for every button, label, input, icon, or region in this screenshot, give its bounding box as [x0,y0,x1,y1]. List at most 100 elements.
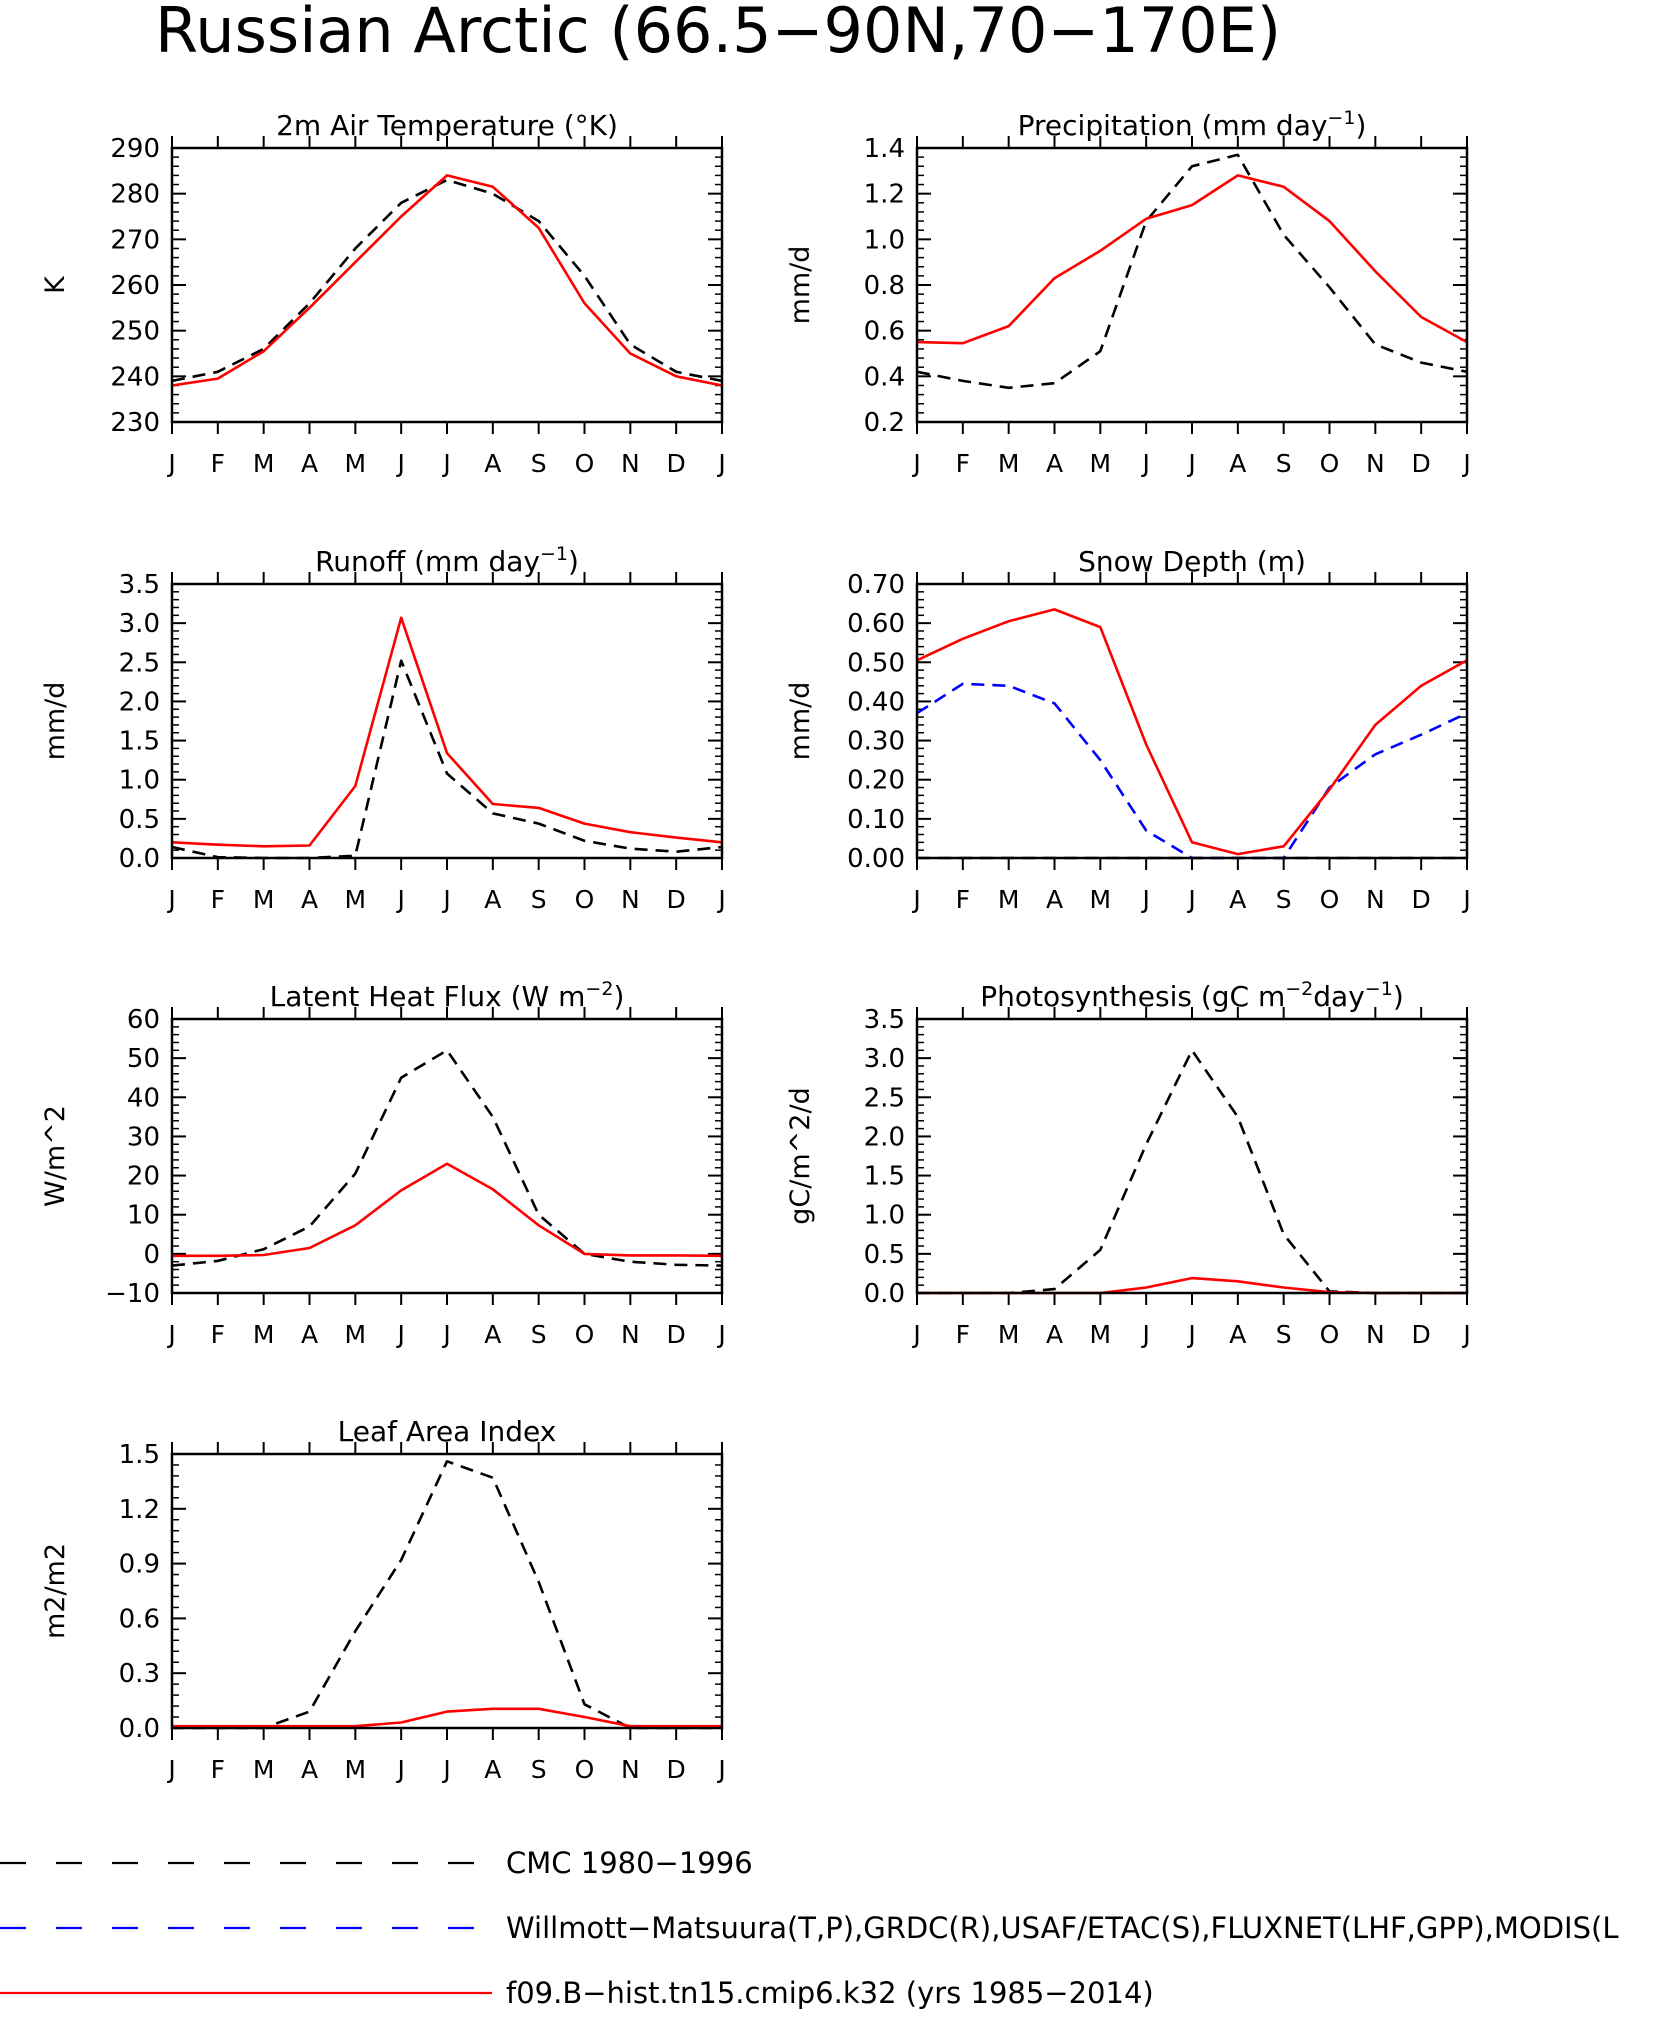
legend-label-3: f09.B−hist.tn15.cmip6.k32 (yrs 1985−2014… [506,1976,1154,2010]
y-tick-label: 3.5 [864,1005,905,1035]
y-tick-label: 1.0 [119,766,160,796]
x-tick-label: J [716,449,725,478]
x-tick-label: J [911,1320,920,1349]
title-superscript: −1 [1327,107,1355,129]
panel-6: Photosynthesis (gC m−2day−1) gC/m^2/d 0.0 0… [785,978,1471,1349]
plot-frame [170,146,724,424]
y-tick-label: 40 [127,1083,160,1113]
x-tick-label: D [667,1755,686,1784]
x-tick-label: D [1412,449,1431,478]
x-tick-label: M [1090,885,1112,914]
x-tick-label: S [531,449,547,478]
x-tick-label: N [1366,885,1385,914]
y-tick-label: 10 [127,1201,160,1231]
x-tick-label: N [1366,1320,1385,1349]
x-tick-label: D [667,885,686,914]
y-tick-label: 270 [110,225,160,255]
series-line-1 [171,659,723,860]
x-tick-label: S [531,885,547,914]
y-tick-label: 0.10 [847,805,905,835]
x-tick-label: A [1229,885,1246,914]
panel-3: Runoff (mm day−1) mm/d 0.0 0.5 1.0 1.5 2.0 2.5 3… [40,543,726,914]
x-tick-label: J [441,449,450,478]
x-tick-label: D [667,449,686,478]
y-tick-label: 0.8 [864,271,905,301]
series-line-1 [172,1460,722,1730]
title-superscript: −2 [1285,978,1313,1000]
x-tick-label: J [1186,885,1195,914]
x-tick-label: S [1276,1320,1292,1349]
y-tick-label: 3.0 [119,609,160,639]
y-tick-label: 0.6 [119,1604,160,1634]
legend-label-2: Willmott−Matsuura(T,P),GRDC(R),USAF/ETAC… [506,1911,1619,1945]
x-tick-label: N [1366,449,1385,478]
x-tick-label: J [716,1320,725,1349]
x-tick-label: N [621,885,640,914]
x-tick-label: M [253,449,275,478]
x-tick-label: M [998,885,1020,914]
x-tick-label: M [345,1755,367,1784]
y-tick-label: 0.40 [847,687,905,717]
title-text: ) [613,980,624,1013]
x-tick-label: J [395,885,404,914]
y-tick-label: 20 [127,1162,160,1192]
y-tick-label: 0.60 [847,609,905,639]
x-tick-label: A [484,1755,501,1784]
x-tick-label: J [1186,449,1195,478]
y-tick-label: 0.0 [864,1279,905,1309]
y-tick-label: 1.5 [864,1162,905,1192]
y-tick-label: 50 [127,1044,160,1074]
x-tick-label: S [1276,885,1292,914]
series-line-2 [171,616,723,848]
x-tick-label: J [441,885,450,914]
x-tick-label: J [166,1320,175,1349]
y-axis-label: mm/d [785,682,816,761]
x-tick-label: J [166,1755,175,1784]
y-tick-label: 0.6 [864,317,905,347]
y-tick-label: 0.00 [847,844,905,874]
y-tick-label: 1.5 [119,1440,160,1470]
x-tick-label: O [1320,1320,1340,1349]
y-tick-label: 30 [127,1122,160,1152]
x-tick-label: J [1140,1320,1149,1349]
y-tick-label: 0.5 [864,1240,905,1270]
x-tick-label: M [345,449,367,478]
title-superscript: −1 [1365,978,1393,1000]
y-tick-label: 0.0 [119,1714,160,1744]
panel-2: Precipitation (mm day−1) mm/d 0.2 0.4 0.6 0.8… [785,107,1471,478]
y-tick-label: 1.2 [864,180,905,210]
plot-frame [915,1017,1469,1295]
x-tick-label: S [1276,449,1292,478]
x-tick-label: O [575,885,595,914]
y-tick-label: 240 [110,362,160,392]
series-line-2 [916,682,1468,860]
y-axis-label: mm/d [785,246,816,325]
y-tick-label: 0.30 [847,727,905,757]
y-tick-label: 0.50 [847,648,905,678]
x-tick-label: A [301,1320,318,1349]
y-axis-label: mm/d [40,682,71,761]
x-tick-label: A [484,449,501,478]
panel-title: Photosynthesis (gC m−2day−1) [980,978,1404,1013]
title-text: ) [1393,980,1404,1013]
x-tick-label: O [575,1755,595,1784]
x-tick-label: A [484,885,501,914]
x-tick-label: M [253,1755,275,1784]
y-axis-label: gC/m^2/d [785,1087,816,1224]
series-line-3 [916,608,1468,856]
x-tick-label: J [1461,1320,1470,1349]
series-line-1 [171,1049,723,1267]
y-tick-label: 1.2 [119,1495,160,1525]
y-tick-label: 0.2 [864,408,905,438]
y-axis-label: m2/m2 [40,1543,71,1639]
x-tick-label: D [1412,1320,1431,1349]
y-tick-label: 280 [110,180,160,210]
x-tick-label: F [211,1755,225,1784]
x-tick-label: M [345,885,367,914]
y-tick-label: 2.0 [864,1122,905,1152]
series-line-2 [172,1162,723,1258]
x-tick-label: J [716,1755,725,1784]
y-tick-label: 1.0 [864,225,905,255]
x-tick-label: O [575,449,595,478]
y-tick-label: 250 [110,317,160,347]
